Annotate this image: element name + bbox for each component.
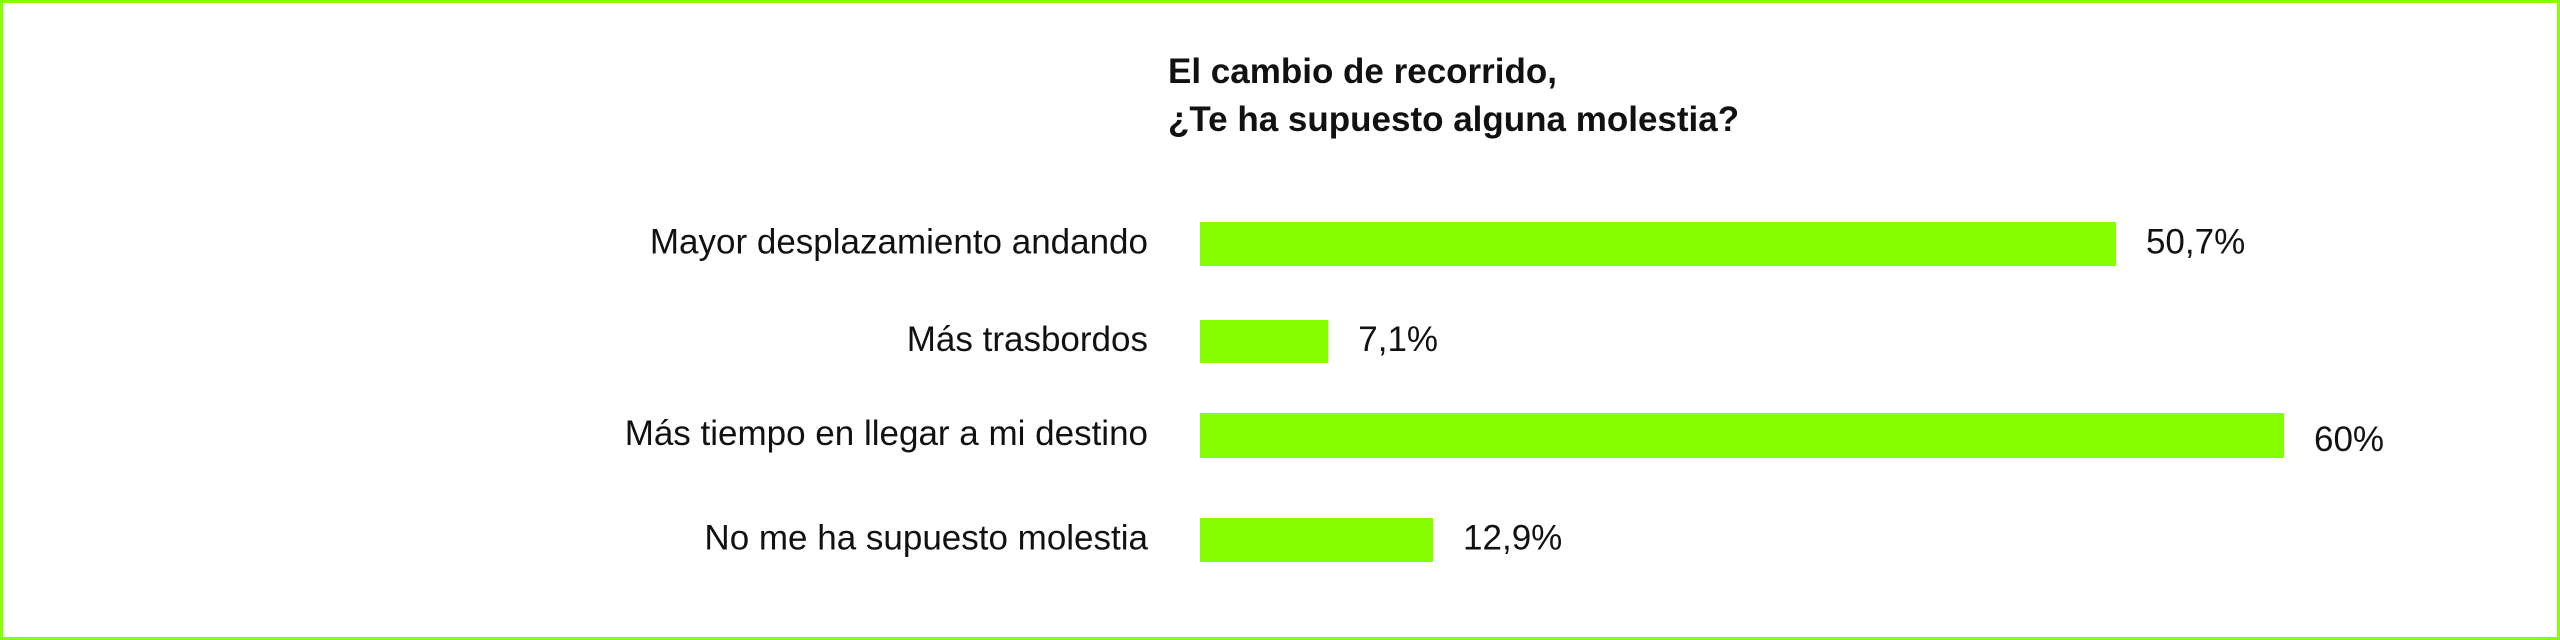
chart-title-line-2: ¿Te ha supuesto alguna molestia? [1168,100,1740,139]
chart-title: El cambio de recorrido, ¿Te ha supuesto … [1168,48,1739,144]
value-label: 7,1% [1358,320,1438,359]
chart-title-line-1: El cambio de recorrido, [1168,52,1557,91]
category-label: Más tiempo en llegar a mi destino [625,414,1148,453]
value-label: 12,9% [1463,518,1562,557]
category-label: No me ha supuesto molestia [704,518,1148,557]
bar [1200,320,1329,363]
bar [1200,413,2284,458]
category-label: Mayor desplazamiento andando [650,222,1148,261]
value-label: 50,7% [2146,222,2245,261]
category-label: Más trasbordos [907,320,1148,359]
value-label: 60% [2314,420,2384,459]
bar [1200,222,2116,266]
bar [1200,518,1434,562]
